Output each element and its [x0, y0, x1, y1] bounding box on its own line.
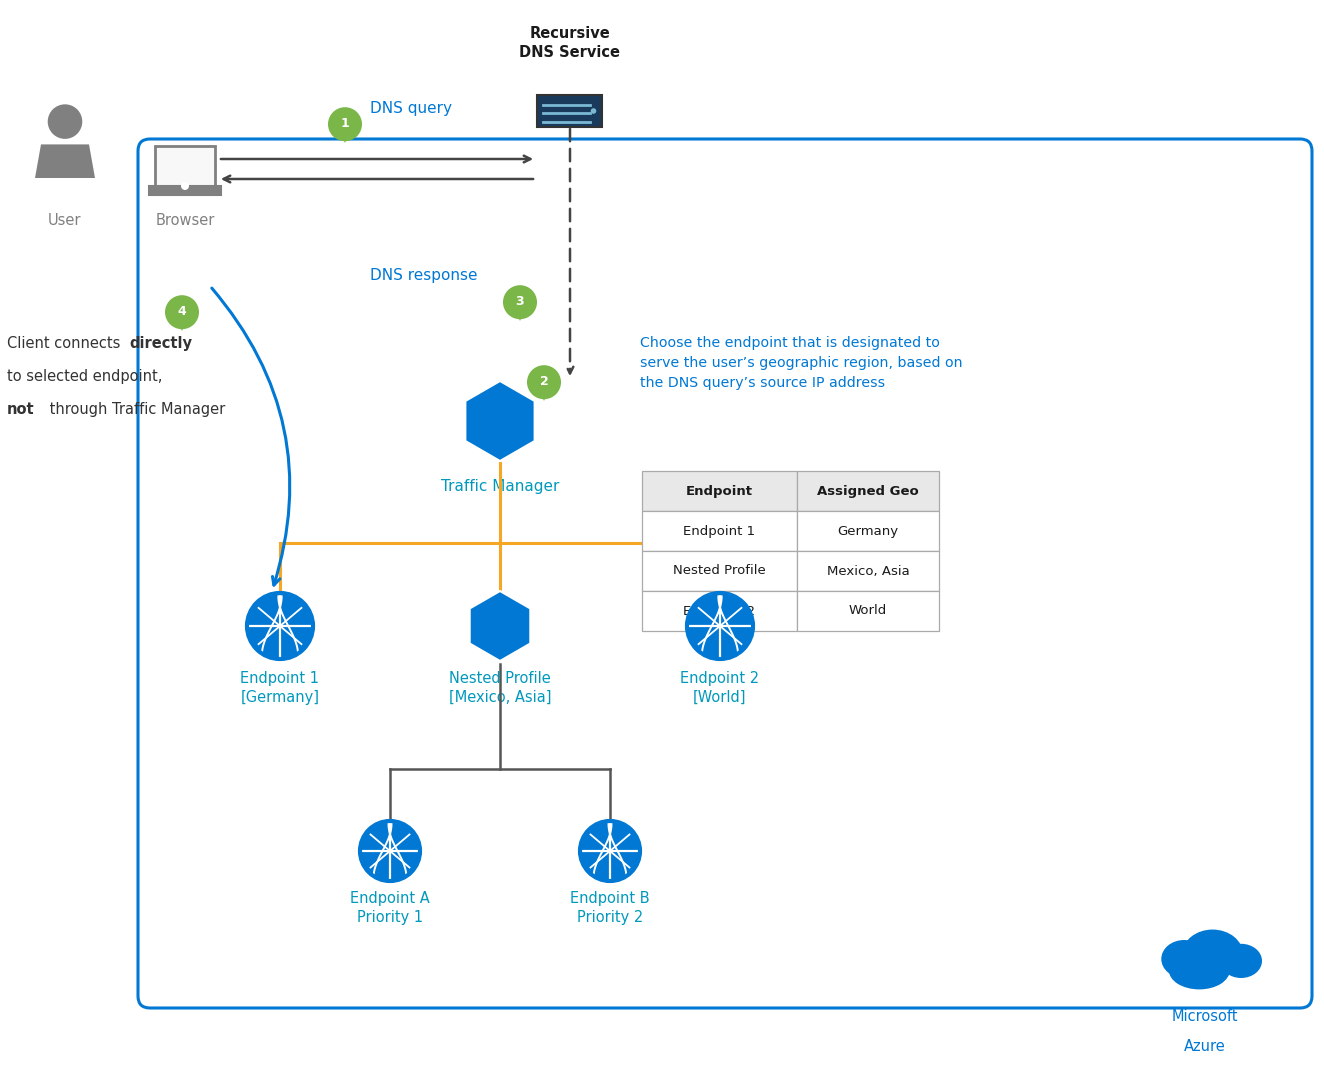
Circle shape — [328, 107, 361, 142]
Circle shape — [580, 820, 639, 881]
Ellipse shape — [1221, 944, 1262, 978]
Polygon shape — [34, 145, 95, 178]
Text: 3: 3 — [515, 295, 524, 308]
Circle shape — [527, 365, 561, 399]
FancyBboxPatch shape — [797, 591, 939, 631]
Text: Client connects: Client connects — [7, 336, 124, 351]
Text: World: World — [849, 604, 887, 617]
Text: Endpoint 1
[Germany]: Endpoint 1 [Germany] — [241, 671, 319, 705]
Text: DNS response: DNS response — [369, 268, 478, 283]
FancyBboxPatch shape — [150, 186, 221, 195]
FancyBboxPatch shape — [642, 551, 797, 591]
Text: Browser: Browser — [155, 213, 214, 228]
Circle shape — [48, 105, 82, 138]
Text: Endpoint B
Priority 2: Endpoint B Priority 2 — [571, 891, 650, 925]
Ellipse shape — [1182, 930, 1243, 979]
Circle shape — [591, 108, 596, 114]
Text: User: User — [48, 213, 82, 228]
Text: through Traffic Manager: through Traffic Manager — [45, 402, 225, 417]
Polygon shape — [172, 311, 192, 331]
Text: Endpoint: Endpoint — [686, 484, 753, 497]
Text: not: not — [7, 402, 34, 417]
FancyBboxPatch shape — [155, 146, 214, 186]
Text: Endpoint 1: Endpoint 1 — [683, 524, 756, 537]
Polygon shape — [511, 302, 530, 321]
Circle shape — [166, 295, 199, 330]
Text: Endpoint 2: Endpoint 2 — [683, 604, 756, 617]
FancyBboxPatch shape — [138, 139, 1312, 1007]
Text: DNS query: DNS query — [369, 101, 451, 116]
Circle shape — [687, 593, 753, 659]
FancyArrowPatch shape — [212, 289, 290, 585]
Text: Mexico, Asia: Mexico, Asia — [826, 564, 910, 577]
Ellipse shape — [1169, 951, 1230, 989]
FancyBboxPatch shape — [538, 95, 602, 126]
Text: Endpoint A
Priority 1: Endpoint A Priority 1 — [350, 891, 430, 925]
Text: Choose the endpoint that is designated to
serve the user’s geographic region, ba: Choose the endpoint that is designated t… — [639, 336, 963, 390]
Text: directly: directly — [128, 336, 192, 351]
Text: Germany: Germany — [838, 524, 899, 537]
FancyBboxPatch shape — [797, 551, 939, 591]
Ellipse shape — [1161, 940, 1207, 978]
Text: Nested Profile: Nested Profile — [673, 564, 765, 577]
Text: 2: 2 — [540, 375, 548, 388]
Text: Traffic Manager: Traffic Manager — [441, 479, 559, 494]
Text: Endpoint 2
[World]: Endpoint 2 [World] — [681, 671, 760, 705]
FancyBboxPatch shape — [642, 511, 797, 551]
Text: Microsoft: Microsoft — [1172, 1009, 1238, 1024]
Polygon shape — [535, 382, 553, 401]
Circle shape — [503, 285, 538, 319]
Text: 4: 4 — [177, 305, 187, 318]
Text: Azure: Azure — [1184, 1039, 1226, 1054]
Circle shape — [248, 593, 312, 659]
Text: Nested Profile
[Mexico, Asia]: Nested Profile [Mexico, Asia] — [449, 671, 551, 705]
Polygon shape — [465, 381, 535, 461]
FancyBboxPatch shape — [642, 471, 797, 511]
Polygon shape — [470, 591, 531, 660]
Circle shape — [181, 182, 189, 190]
FancyBboxPatch shape — [797, 511, 939, 551]
FancyBboxPatch shape — [797, 471, 939, 511]
Text: Recursive
DNS Service: Recursive DNS Service — [519, 26, 621, 59]
Circle shape — [360, 820, 420, 881]
Polygon shape — [336, 123, 355, 143]
Text: 1: 1 — [340, 117, 350, 130]
FancyBboxPatch shape — [642, 591, 797, 631]
Text: Assigned Geo: Assigned Geo — [817, 484, 919, 497]
Text: to selected endpoint,: to selected endpoint, — [7, 369, 163, 384]
